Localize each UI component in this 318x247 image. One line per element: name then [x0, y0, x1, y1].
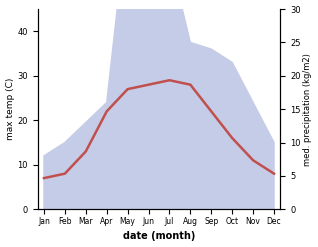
- X-axis label: date (month): date (month): [123, 231, 195, 242]
- Y-axis label: med. precipitation (kg/m2): med. precipitation (kg/m2): [303, 53, 313, 165]
- Y-axis label: max temp (C): max temp (C): [5, 78, 15, 140]
